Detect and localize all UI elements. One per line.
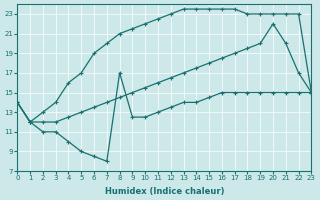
X-axis label: Humidex (Indice chaleur): Humidex (Indice chaleur) <box>105 187 224 196</box>
